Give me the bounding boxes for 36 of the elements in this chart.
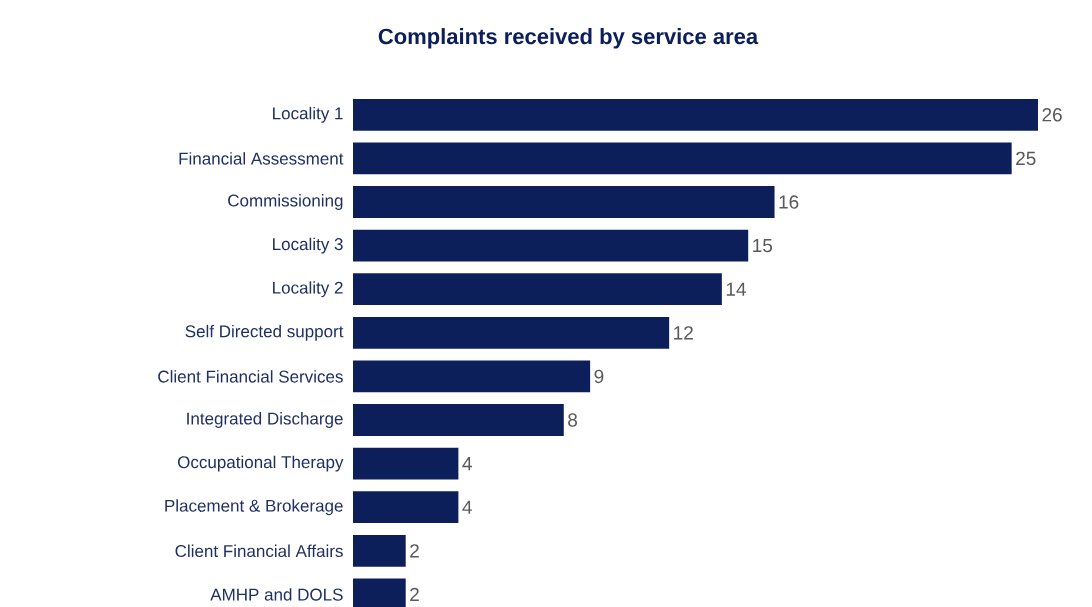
- bar: [353, 447, 459, 480]
- data-label: 25: [1016, 151, 1036, 166]
- bar: [353, 316, 670, 349]
- data-label: 9: [594, 369, 604, 384]
- bar: [353, 142, 1012, 175]
- y-tick-label: Client Financial Affairs: [175, 544, 343, 558]
- y-tick-label: AMHP and DOLS: [210, 588, 343, 601]
- data-label: 16: [779, 195, 799, 209]
- y-tick-label: Self Directed support: [185, 324, 344, 341]
- data-label: 4: [462, 500, 472, 514]
- bar: [353, 534, 406, 567]
- y-tick-label: Locality 3: [273, 237, 343, 254]
- y-tick-label: Placement & Brokerage: [165, 499, 343, 516]
- bar: [353, 360, 591, 393]
- y-tick-label: Commissioning: [228, 194, 343, 210]
- y-tick-label: Integrated Discharge: [187, 412, 343, 428]
- data-label: 14: [726, 282, 746, 296]
- bar: [353, 98, 1039, 131]
- data-label: 4: [462, 457, 472, 471]
- chart-title: Complaints received by service area: [378, 28, 759, 49]
- data-label: 2: [410, 544, 419, 558]
- data-label: 12: [674, 326, 693, 340]
- y-tick-label: Financial Assessment: [179, 152, 344, 165]
- bar: [353, 186, 775, 218]
- data-label: 26: [1042, 108, 1062, 122]
- bar: [353, 491, 459, 524]
- data-label: 2: [410, 587, 419, 602]
- data-label: 15: [753, 238, 773, 253]
- bar: [353, 273, 722, 306]
- y-tick-label: Occupational Therapy: [177, 455, 344, 472]
- y-tick-label: Locality 2: [273, 281, 343, 298]
- y-tick-label: Locality 1: [273, 106, 343, 123]
- data-label: 8: [568, 413, 578, 427]
- bar: [353, 229, 749, 262]
- y-tick-label: Client Financial Services: [158, 370, 343, 383]
- bar: [353, 404, 564, 436]
